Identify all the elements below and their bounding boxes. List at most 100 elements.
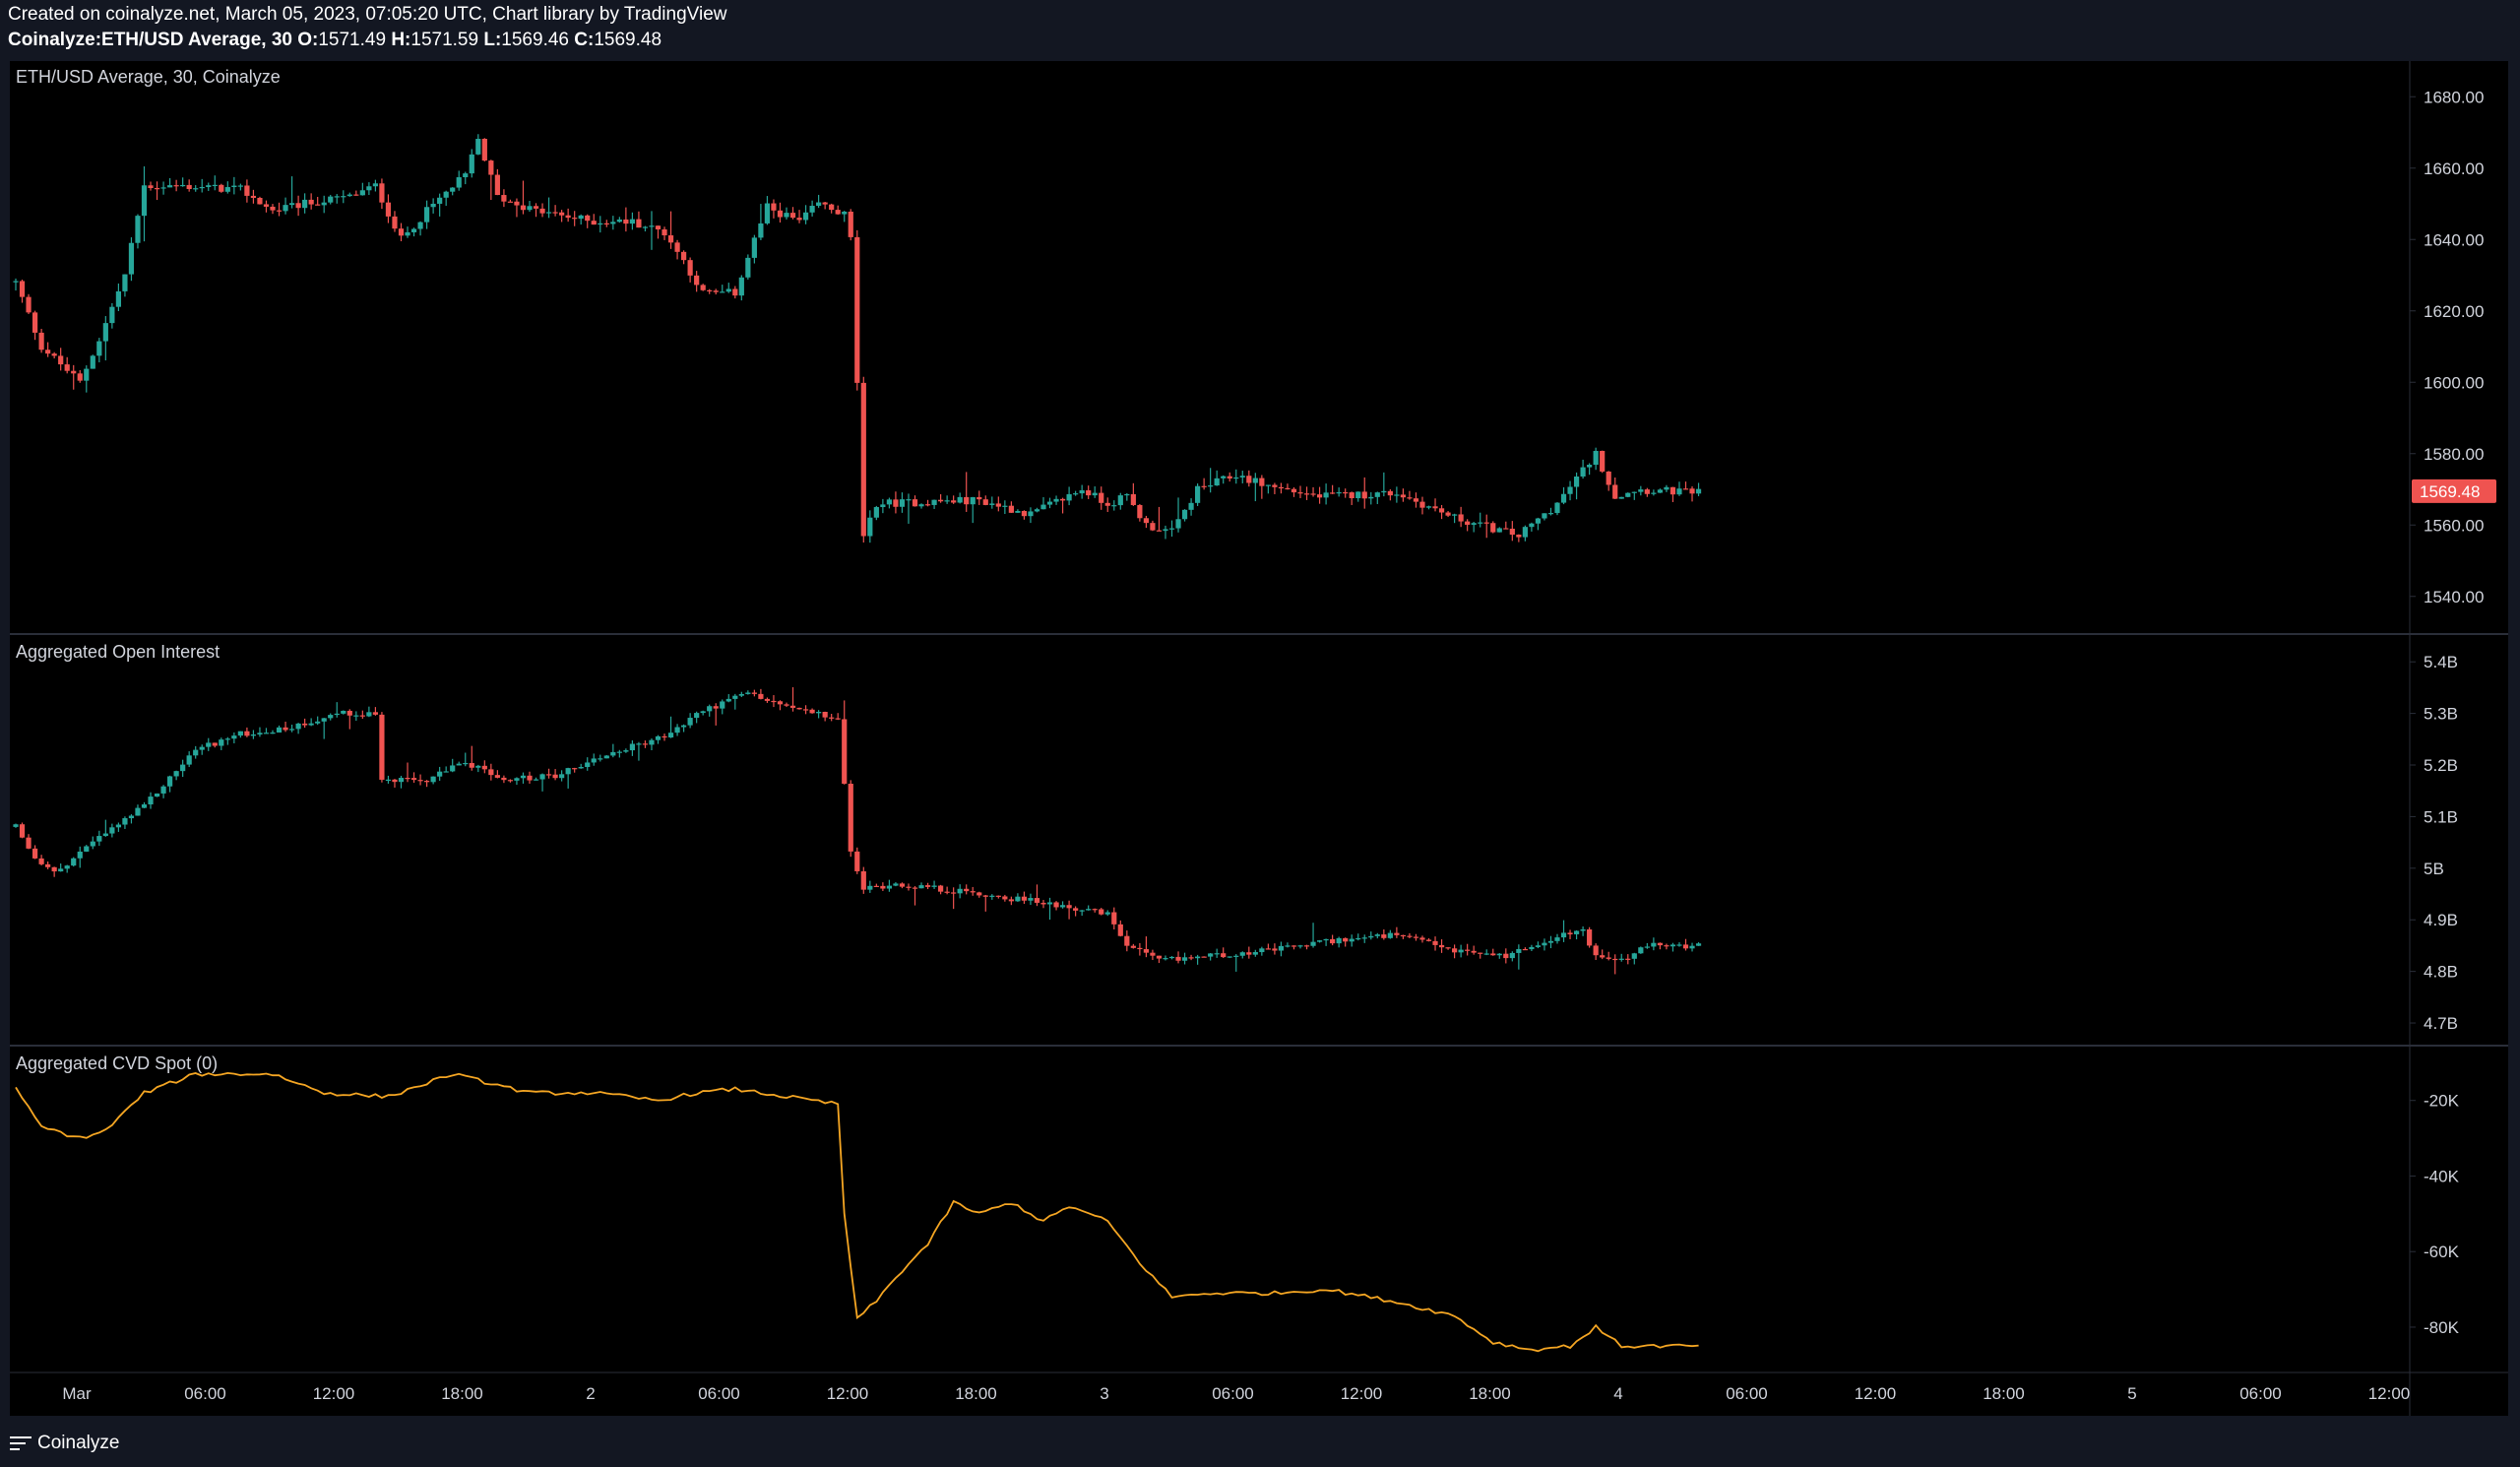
chart-area[interactable]: ETH/USD Average, 30, Coinalyze 1680.00 166… <box>0 59 2520 1418</box>
candle-body <box>1465 949 1471 951</box>
candle-body <box>1458 949 1464 953</box>
candle-body <box>893 883 899 886</box>
candle-body <box>667 733 674 738</box>
candle-body <box>559 774 565 779</box>
candle-body <box>976 892 982 896</box>
candle <box>1130 943 1136 949</box>
candle-body <box>789 705 796 708</box>
candle <box>1008 501 1014 513</box>
candle-body <box>283 727 288 731</box>
candle <box>655 225 662 239</box>
pane-3: Aggregated CVD Spot (0) -20K -40K -60K -80K <box>15 1053 2460 1353</box>
candle <box>1239 951 1245 959</box>
candle <box>64 356 70 374</box>
candle-body <box>167 185 173 188</box>
candle <box>430 776 436 785</box>
candle-body <box>1381 934 1387 938</box>
candle-body <box>1336 937 1342 944</box>
candle-body <box>410 228 417 232</box>
candle <box>263 728 270 734</box>
candle-body <box>1452 948 1458 953</box>
candle <box>829 203 835 214</box>
candle-body <box>520 205 527 211</box>
candle <box>1323 938 1329 946</box>
candle-body <box>970 891 976 893</box>
candle-body <box>392 779 398 783</box>
candle <box>585 214 591 228</box>
candle <box>494 168 500 196</box>
pane-title: Aggregated CVD Spot (0) <box>16 1053 218 1073</box>
candle-body <box>1040 902 1046 905</box>
candle-body <box>1214 953 1220 955</box>
coinalyze-logo-icon <box>10 1435 32 1452</box>
candle <box>745 690 751 695</box>
candle <box>1689 486 1695 502</box>
candle-body <box>321 718 327 722</box>
candle <box>1535 517 1542 531</box>
candle <box>816 194 822 209</box>
created-line: Created on coinalyze.net, March 05, 2023… <box>8 4 727 25</box>
candle-body <box>263 733 270 734</box>
candle <box>1188 954 1194 961</box>
candle-body <box>1323 492 1329 498</box>
candle-body <box>1117 924 1123 936</box>
candle-body <box>263 204 270 207</box>
candle-body <box>443 191 449 198</box>
candle <box>250 189 257 204</box>
candle-body <box>880 885 886 889</box>
candle-body <box>481 138 487 161</box>
candle-body <box>578 767 584 769</box>
candle-body <box>1445 947 1451 949</box>
y-tick-label: 5.3B <box>2424 705 2458 724</box>
candle-body <box>585 215 591 222</box>
candle-body <box>1651 942 1657 947</box>
candle-body <box>1516 948 1522 953</box>
candle-body <box>1297 492 1303 494</box>
candle-body <box>1407 497 1413 499</box>
candle <box>809 708 815 714</box>
candle-body <box>829 204 835 211</box>
candle <box>379 712 385 783</box>
candle <box>1374 491 1380 504</box>
candle <box>1163 955 1168 961</box>
candle-body <box>720 291 725 293</box>
candle <box>1651 937 1657 951</box>
candle <box>366 706 372 718</box>
candle <box>13 823 19 828</box>
candle <box>1265 484 1271 494</box>
candle-body <box>964 888 970 892</box>
candle <box>26 293 32 314</box>
candle <box>514 198 520 218</box>
candle <box>1496 527 1502 533</box>
candle <box>784 207 789 220</box>
candle <box>315 716 321 726</box>
candle-body <box>642 743 649 745</box>
candle <box>1034 884 1040 907</box>
candle <box>667 211 674 249</box>
candle <box>199 744 205 755</box>
candle <box>346 709 352 730</box>
candle <box>918 882 924 889</box>
candle-body <box>886 885 892 889</box>
x-tick-label: 2 <box>586 1384 595 1403</box>
candle <box>1124 930 1130 952</box>
candle-body <box>1689 945 1695 949</box>
candle <box>353 190 359 196</box>
candle <box>598 754 603 762</box>
candle-body <box>1554 502 1560 514</box>
candle <box>578 214 584 225</box>
candle-body <box>488 160 494 175</box>
candle <box>295 195 301 217</box>
candle <box>1419 935 1425 943</box>
y-tick-label: 5.4B <box>2424 653 2458 671</box>
candle <box>1631 491 1637 500</box>
candle <box>649 738 655 751</box>
candle-body <box>816 202 822 207</box>
candle-body <box>732 695 738 699</box>
candle <box>1573 472 1580 500</box>
candle-body <box>1297 945 1303 947</box>
candle <box>1490 948 1496 956</box>
footer-branding[interactable]: Coinalyze <box>10 1428 119 1459</box>
candle-body <box>1252 478 1258 483</box>
candle <box>1618 953 1624 962</box>
